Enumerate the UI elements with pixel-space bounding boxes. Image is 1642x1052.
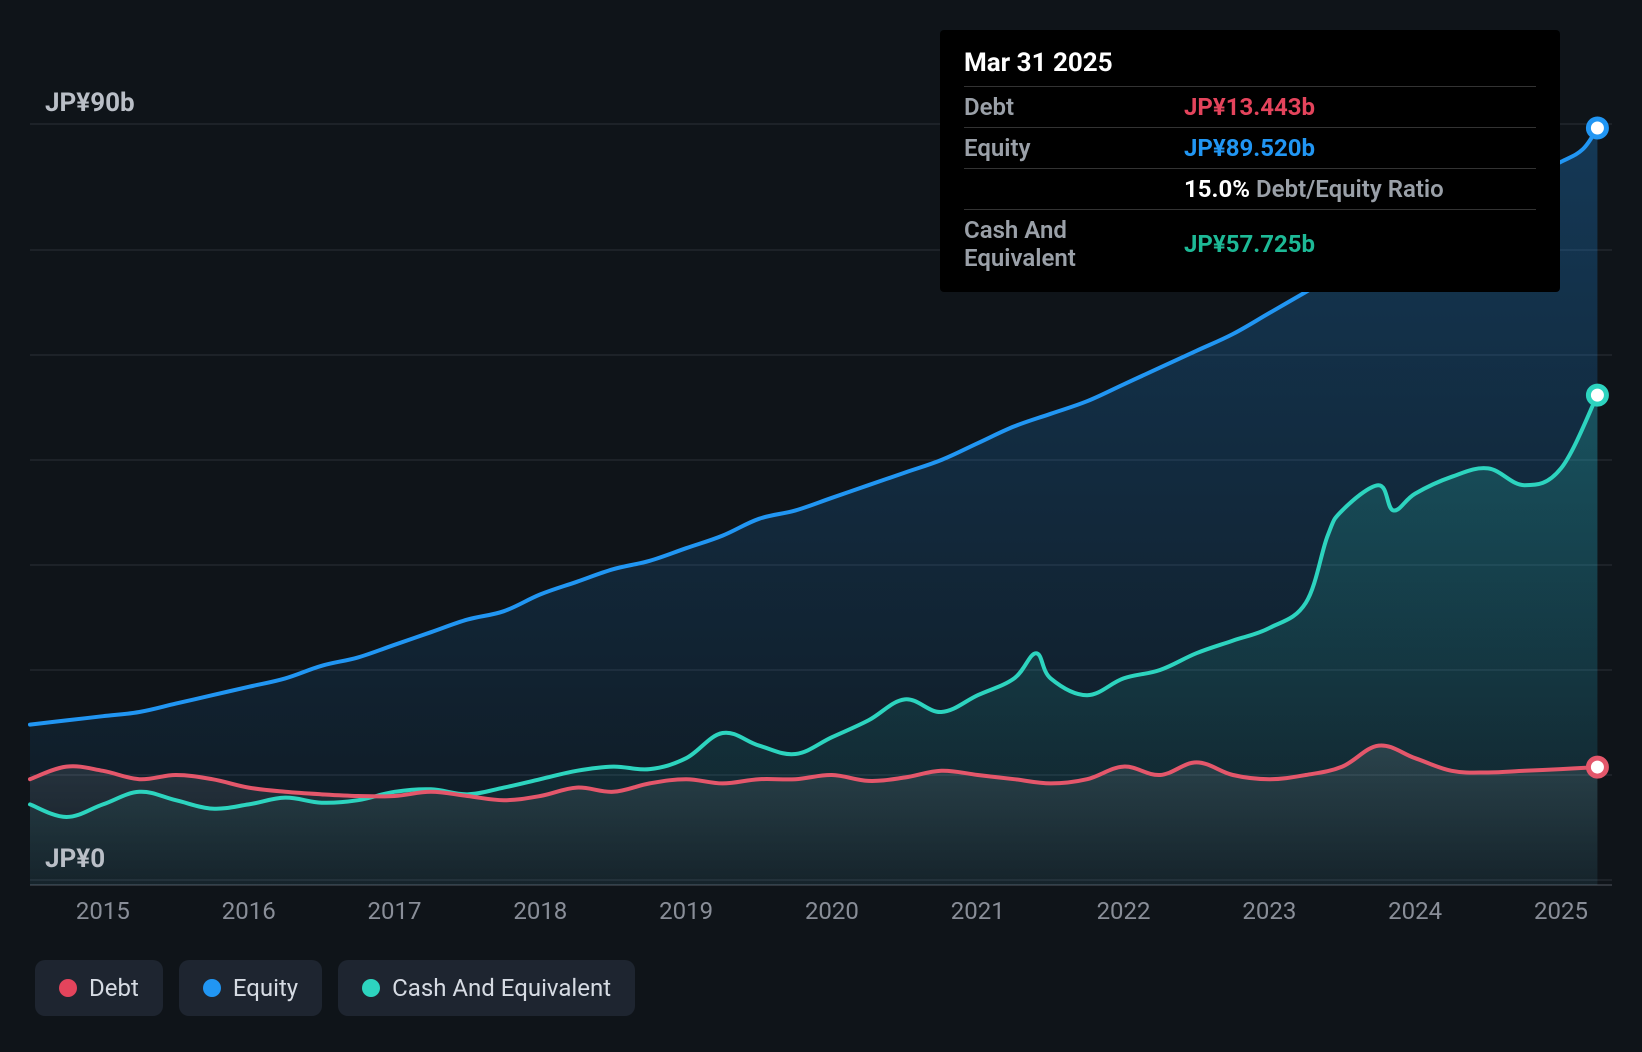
y-tick-label: JP¥0 xyxy=(45,844,105,874)
legend-dot-icon xyxy=(59,979,77,997)
tooltip-value: 15.0% xyxy=(1184,175,1250,203)
tooltip-row: DebtJP¥13.443b xyxy=(964,86,1536,127)
x-tick-label: 2024 xyxy=(1388,897,1442,925)
tooltip-date: Mar 31 2025 xyxy=(964,48,1536,78)
y-tick-label: JP¥90b xyxy=(45,88,135,118)
legend-label: Equity xyxy=(233,974,298,1002)
x-tick-label: 2021 xyxy=(951,897,1005,925)
tooltip-row: 15.0% Debt/Equity Ratio xyxy=(964,168,1536,209)
legend-dot-icon xyxy=(362,979,380,997)
x-tick-label: 2025 xyxy=(1534,897,1588,925)
chart-container: JP¥90b JP¥0 2015 2016 2017 2018 2019 2020 2021 2… xyxy=(0,0,1642,1052)
tooltip-row: Cash And EquivalentJP¥57.725b xyxy=(964,209,1536,278)
x-tick-label: 2022 xyxy=(1097,897,1151,925)
x-tick-label: 2023 xyxy=(1242,897,1296,925)
tooltip-value: JP¥57.725b xyxy=(1184,230,1315,258)
legend-item[interactable]: Cash And Equivalent xyxy=(338,960,635,1016)
tooltip-value: JP¥13.443b xyxy=(1184,93,1315,121)
x-tick-label: 2015 xyxy=(76,897,130,925)
legend-label: Cash And Equivalent xyxy=(392,974,611,1002)
legend-label: Debt xyxy=(89,974,139,1002)
legend-item[interactable]: Debt xyxy=(35,960,163,1016)
tooltip-value: JP¥89.520b xyxy=(1184,134,1315,162)
hover-tooltip: Mar 31 2025 DebtJP¥13.443bEquityJP¥89.52… xyxy=(940,30,1560,292)
tooltip-row: EquityJP¥89.520b xyxy=(964,127,1536,168)
x-tick-label: 2020 xyxy=(805,897,859,925)
tooltip-suffix: Debt/Equity Ratio xyxy=(1256,175,1444,203)
x-tick-label: 2018 xyxy=(513,897,567,925)
legend-item[interactable]: Equity xyxy=(179,960,322,1016)
x-tick-label: 2019 xyxy=(659,897,713,925)
chart-legend: Debt Equity Cash And Equivalent xyxy=(35,960,635,1016)
legend-dot-icon xyxy=(203,979,221,997)
tooltip-label: Cash And Equivalent xyxy=(964,216,1184,272)
x-tick-label: 2016 xyxy=(222,897,276,925)
tooltip-label: Debt xyxy=(964,93,1184,121)
tooltip-label: Equity xyxy=(964,134,1184,162)
tooltip-rows: DebtJP¥13.443bEquityJP¥89.520b15.0% Debt… xyxy=(964,86,1536,278)
x-tick-label: 2017 xyxy=(368,897,422,925)
